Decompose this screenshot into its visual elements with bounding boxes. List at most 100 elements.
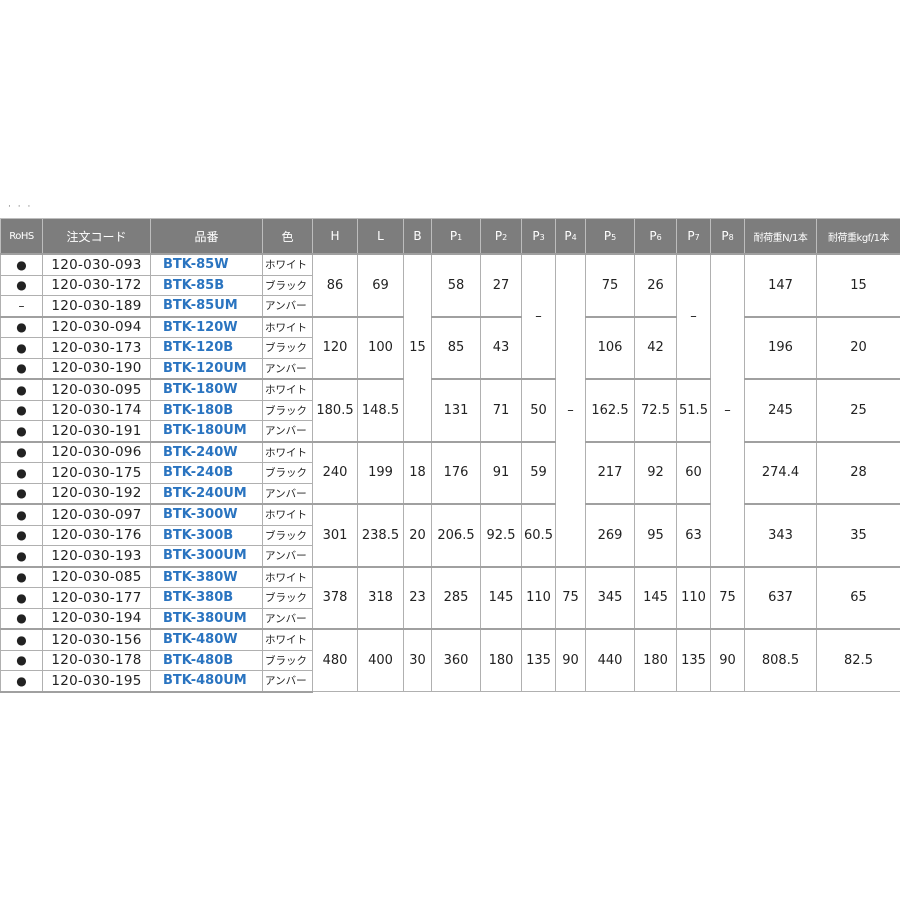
spec-p3: 135 <box>521 628 556 692</box>
table-row: ● 120-030-097 BTK-300W ホワイト 301 238.5 20 206.5 9… <box>0 503 900 567</box>
header-p1: P1 <box>431 218 481 255</box>
spec-p1: 360 <box>431 628 481 692</box>
rohs-mark: ● <box>0 628 43 651</box>
spec-h: 120 <box>312 315 358 380</box>
rohs-mark: ● <box>0 524 43 546</box>
header-p6: P6 <box>634 218 677 255</box>
order-code: 120-030-195 <box>42 670 151 693</box>
table-row: ● 120-030-094 BTK-120W ホワイト 120 100 85 43 106 42 1… <box>0 315 900 380</box>
rohs-mark: ● <box>0 462 43 484</box>
order-code: 120-030-192 <box>42 482 151 505</box>
part-number-link[interactable]: BTK-180B <box>150 399 263 421</box>
order-code: 120-030-085 <box>42 565 151 588</box>
spec-b: 23 <box>403 565 432 630</box>
spec-l: 100 <box>357 315 404 380</box>
rohs-mark: ● <box>0 357 43 380</box>
color-name: ブラック <box>262 524 313 546</box>
spec-p7: 110 <box>676 565 711 630</box>
spec-kgf: 82.5 <box>816 628 900 692</box>
spec-p3: 60.5 <box>521 503 556 567</box>
spec-n: 343 <box>744 503 817 567</box>
rohs-mark: ● <box>0 253 43 276</box>
color-name: アンバー <box>262 295 313 317</box>
spec-h: 378 <box>312 565 358 630</box>
spec-p5: 75 <box>585 253 635 317</box>
spec-p8: – <box>710 253 745 567</box>
spec-p3: 110 <box>521 565 556 630</box>
spec-n: 637 <box>744 565 817 630</box>
spec-n: 147 <box>744 253 817 317</box>
part-number-link[interactable]: BTK-180UM <box>150 420 263 442</box>
part-number-link[interactable]: BTK-240B <box>150 462 263 484</box>
spec-p7: 51.5 <box>676 378 711 442</box>
rohs-mark: ● <box>0 399 43 421</box>
spec-p6: 42 <box>634 315 677 380</box>
color-name: アンバー <box>262 545 313 567</box>
color-name: ブラック <box>262 337 313 359</box>
rohs-mark: ● <box>0 587 43 609</box>
spec-kgf: 20 <box>816 315 900 380</box>
spec-p1: 285 <box>431 565 481 630</box>
part-number-link[interactable]: BTK-85UM <box>150 295 263 317</box>
color-name: ホワイト <box>262 378 313 401</box>
spec-p7: – <box>676 253 711 380</box>
spec-p6: 26 <box>634 253 677 317</box>
spec-p1: 85 <box>431 315 481 380</box>
header-color: 色 <box>262 218 313 255</box>
part-number-link[interactable]: BTK-380W <box>150 565 263 588</box>
color-name: ブラック <box>262 462 313 484</box>
header-p3: P3 <box>521 218 556 255</box>
header-p8: P8 <box>710 218 745 255</box>
rohs-mark: ● <box>0 503 43 526</box>
spec-h: 240 <box>312 440 358 505</box>
part-number-link[interactable]: BTK-180W <box>150 378 263 401</box>
part-number-link[interactable]: BTK-480B <box>150 649 263 671</box>
table-row: ● 120-030-192 BTK-240UM アンバー <box>0 482 900 505</box>
order-code: 120-030-194 <box>42 607 151 630</box>
rohs-mark: ● <box>0 545 43 567</box>
part-number-link[interactable]: BTK-300B <box>150 524 263 546</box>
order-code: 120-030-173 <box>42 337 151 359</box>
spec-h: 86 <box>312 253 358 317</box>
spec-p8: 75 <box>710 565 745 630</box>
part-number-link[interactable]: BTK-85B <box>150 274 263 296</box>
header-l: L <box>357 218 404 255</box>
table-row: ● 120-030-095 BTK-180W ホワイト 180.5 148.5 131 71 5… <box>0 378 900 442</box>
rohs-mark: ● <box>0 482 43 505</box>
part-number-link[interactable]: BTK-300UM <box>150 545 263 567</box>
product-spec-table: RoHS 注文コード 品番色 H L B P1 P2 P3 P4 P5 P6 P7 P8 耐荷重N/1本 耐荷… <box>0 218 900 693</box>
part-number-link[interactable]: BTK-120B <box>150 337 263 359</box>
color-name: ホワイト <box>262 253 313 276</box>
order-code: 120-030-189 <box>42 295 151 317</box>
spec-p5: 162.5 <box>585 378 635 442</box>
spec-p1: 58 <box>431 253 481 317</box>
header-p5: P5 <box>585 218 635 255</box>
rohs-mark: ● <box>0 565 43 588</box>
rohs-mark: ● <box>0 274 43 296</box>
part-number-link[interactable]: BTK-380B <box>150 587 263 609</box>
part-number-link[interactable]: BTK-480UM <box>150 670 263 693</box>
part-number-link[interactable]: BTK-85W <box>150 253 263 276</box>
spec-h: 180.5 <box>312 378 358 442</box>
order-code: 120-030-176 <box>42 524 151 546</box>
spec-kgf: 28 <box>816 440 900 505</box>
table-row: ● 120-030-175 BTK-240B ブラック <box>0 462 900 484</box>
part-number-link[interactable]: BTK-240UM <box>150 482 263 505</box>
spec-p6: 92 <box>634 440 677 505</box>
spec-kgf: 65 <box>816 565 900 630</box>
part-number-link[interactable]: BTK-120UM <box>150 357 263 380</box>
order-code: 120-030-096 <box>42 440 151 463</box>
part-number-link[interactable]: BTK-120W <box>150 315 263 338</box>
spec-kgf: 15 <box>816 253 900 317</box>
order-code: 120-030-190 <box>42 357 151 380</box>
spec-b: 15 <box>403 253 432 442</box>
spec-p5: 106 <box>585 315 635 380</box>
part-number-link[interactable]: BTK-380UM <box>150 607 263 630</box>
spec-p1: 176 <box>431 440 481 505</box>
part-number-link[interactable]: BTK-240W <box>150 440 263 463</box>
order-code: 120-030-174 <box>42 399 151 421</box>
part-number-link[interactable]: BTK-480W <box>150 628 263 651</box>
spec-p7: 60 <box>676 440 711 505</box>
spec-b: 20 <box>403 503 432 567</box>
part-number-link[interactable]: BTK-300W <box>150 503 263 526</box>
